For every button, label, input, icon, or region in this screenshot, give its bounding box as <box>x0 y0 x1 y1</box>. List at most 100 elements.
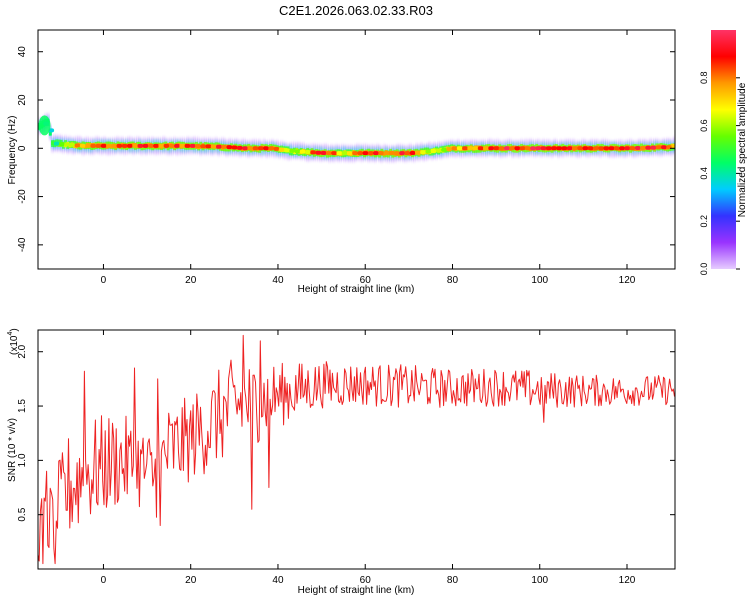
spectrogram-core <box>132 143 138 148</box>
spectrogram-core <box>263 146 269 151</box>
snr-frame <box>37 329 676 570</box>
spectrogram-core <box>137 143 144 148</box>
spectrogram-core <box>100 143 107 148</box>
spectrogram-core <box>462 146 468 151</box>
spectrogram-xtick-label: 80 <box>447 275 459 286</box>
spectrogram-xtick-label: 0 <box>101 275 107 286</box>
spectrogram-frame <box>37 29 676 270</box>
spectrogram-ytick-label: -40 <box>17 237 28 252</box>
colorbar-tick-label: 0.0 <box>699 263 709 276</box>
spectrogram-xtick-label: 60 <box>360 275 372 286</box>
spectrogram-core <box>613 146 620 151</box>
spectrogram-core <box>383 151 390 156</box>
spectrogram-core <box>598 146 604 151</box>
spectrogram-core <box>561 146 568 151</box>
spectrogram-core <box>289 148 295 153</box>
snr-xtick-label: 120 <box>619 575 636 586</box>
spectrogram-core <box>252 146 259 151</box>
spectrogram-core <box>95 143 102 148</box>
spectrogram-ytick-label: 0 <box>17 145 28 151</box>
snr-multiplier-exp: 4 <box>7 332 14 336</box>
spectrogram-core <box>524 146 531 151</box>
spectrogram-core <box>168 143 175 148</box>
spectrogram-core <box>231 145 238 150</box>
spectrogram-core <box>163 143 170 148</box>
spectrogram-core <box>331 151 337 156</box>
snr-xtick-label: 40 <box>272 575 284 586</box>
spectrogram-core <box>106 143 112 148</box>
spectrogram-core <box>661 145 667 150</box>
spectrogram-core <box>216 144 222 149</box>
spectrogram-core <box>205 144 212 149</box>
spectrogram-ytick-label: 20 <box>17 94 28 106</box>
colorbar-tick-label: 0.2 <box>699 215 709 228</box>
spectrogram-core <box>189 143 196 148</box>
spectrogram-core <box>226 145 233 150</box>
spectrogram-core <box>362 151 369 156</box>
colorbar-tick-label: 0.4 <box>699 167 709 180</box>
spectrogram-core <box>153 143 159 148</box>
spectrogram-core <box>394 151 400 156</box>
snr-multiplier-base: (x10 <box>9 335 20 355</box>
spectrogram-core <box>305 149 311 154</box>
colorbar-tick-label: 0.8 <box>699 72 709 85</box>
spectrogram-xtick-label: 40 <box>272 275 284 286</box>
spectrogram-core <box>147 143 154 148</box>
snr-ytick-label: 1.0 <box>17 453 28 467</box>
svg-text:(x104): (x104) <box>7 328 20 355</box>
spectrogram-core <box>551 146 557 151</box>
spectrogram-xtick-label: 120 <box>619 275 636 286</box>
spectrogram-core <box>566 146 573 151</box>
spectrogram-xlabel: Height of straight line (km) <box>298 284 415 295</box>
spectrogram-trace-group <box>38 113 675 163</box>
snr-xlabel: Height of straight line (km) <box>298 585 415 596</box>
spectrogram-core <box>414 150 421 155</box>
spectrogram-core <box>545 146 552 151</box>
spectrogram-core <box>514 146 521 151</box>
spectrogram-core <box>472 146 479 151</box>
spectrogram-core <box>158 143 165 148</box>
spectrogram-core <box>273 146 280 151</box>
snr-panel: 0 20 40 60 80 100 120 0.5 1.0 1.5 2.0 Height of st… <box>7 328 676 596</box>
spectrogram-core <box>456 146 463 151</box>
spectrogram-core <box>341 151 348 156</box>
spectrogram-core <box>74 143 81 148</box>
spectrogram-core <box>498 146 505 151</box>
spectrogram-core <box>404 151 411 156</box>
spectrogram-cell <box>240 147 244 152</box>
spectrogram-core <box>200 144 206 149</box>
spectrogram-axes: 0 20 40 60 80 100 120 -40 -20 0 20 40 <box>17 30 675 286</box>
spectrogram-ytick-label: 40 <box>17 46 28 58</box>
spectrogram-core <box>299 149 306 154</box>
spectrogram-core <box>294 149 301 154</box>
spectrogram-core <box>90 143 96 148</box>
spectrogram-xtick-label: 100 <box>531 275 548 286</box>
spectrogram-core <box>519 146 526 151</box>
spectrogram-core <box>58 142 65 147</box>
spectrogram-core <box>645 145 651 150</box>
spectrogram-core <box>268 146 275 151</box>
spectrogram-core <box>503 146 510 151</box>
spectrogram-core <box>587 146 594 151</box>
spectrogram-core <box>451 146 458 151</box>
spectrogram-core <box>336 151 343 156</box>
spectrogram-cell <box>51 141 54 146</box>
spectrogram-core <box>315 150 322 155</box>
spectrogram-core <box>488 146 494 151</box>
spectrogram-core <box>346 151 353 156</box>
spectrogram-core <box>310 150 316 155</box>
spectrogram-core <box>284 148 290 153</box>
spectrogram-panel: 0 20 40 60 80 100 120 -40 -20 0 20 40 Height of str… <box>7 29 676 295</box>
spectrogram-core <box>257 146 264 151</box>
spectrogram-core <box>430 149 437 154</box>
spectrogram-blip <box>38 115 51 136</box>
spectrogram-core <box>184 143 191 148</box>
spectrogram-core <box>357 151 364 156</box>
spectrogram-ylabel: Frequency (Hz) <box>7 116 18 185</box>
spectrogram-core <box>242 146 248 151</box>
snr-multiplier-close: ) <box>9 328 20 331</box>
spectrogram-cell <box>48 131 52 136</box>
spectrogram-core <box>509 146 515 151</box>
spectrogram-core <box>650 145 657 150</box>
